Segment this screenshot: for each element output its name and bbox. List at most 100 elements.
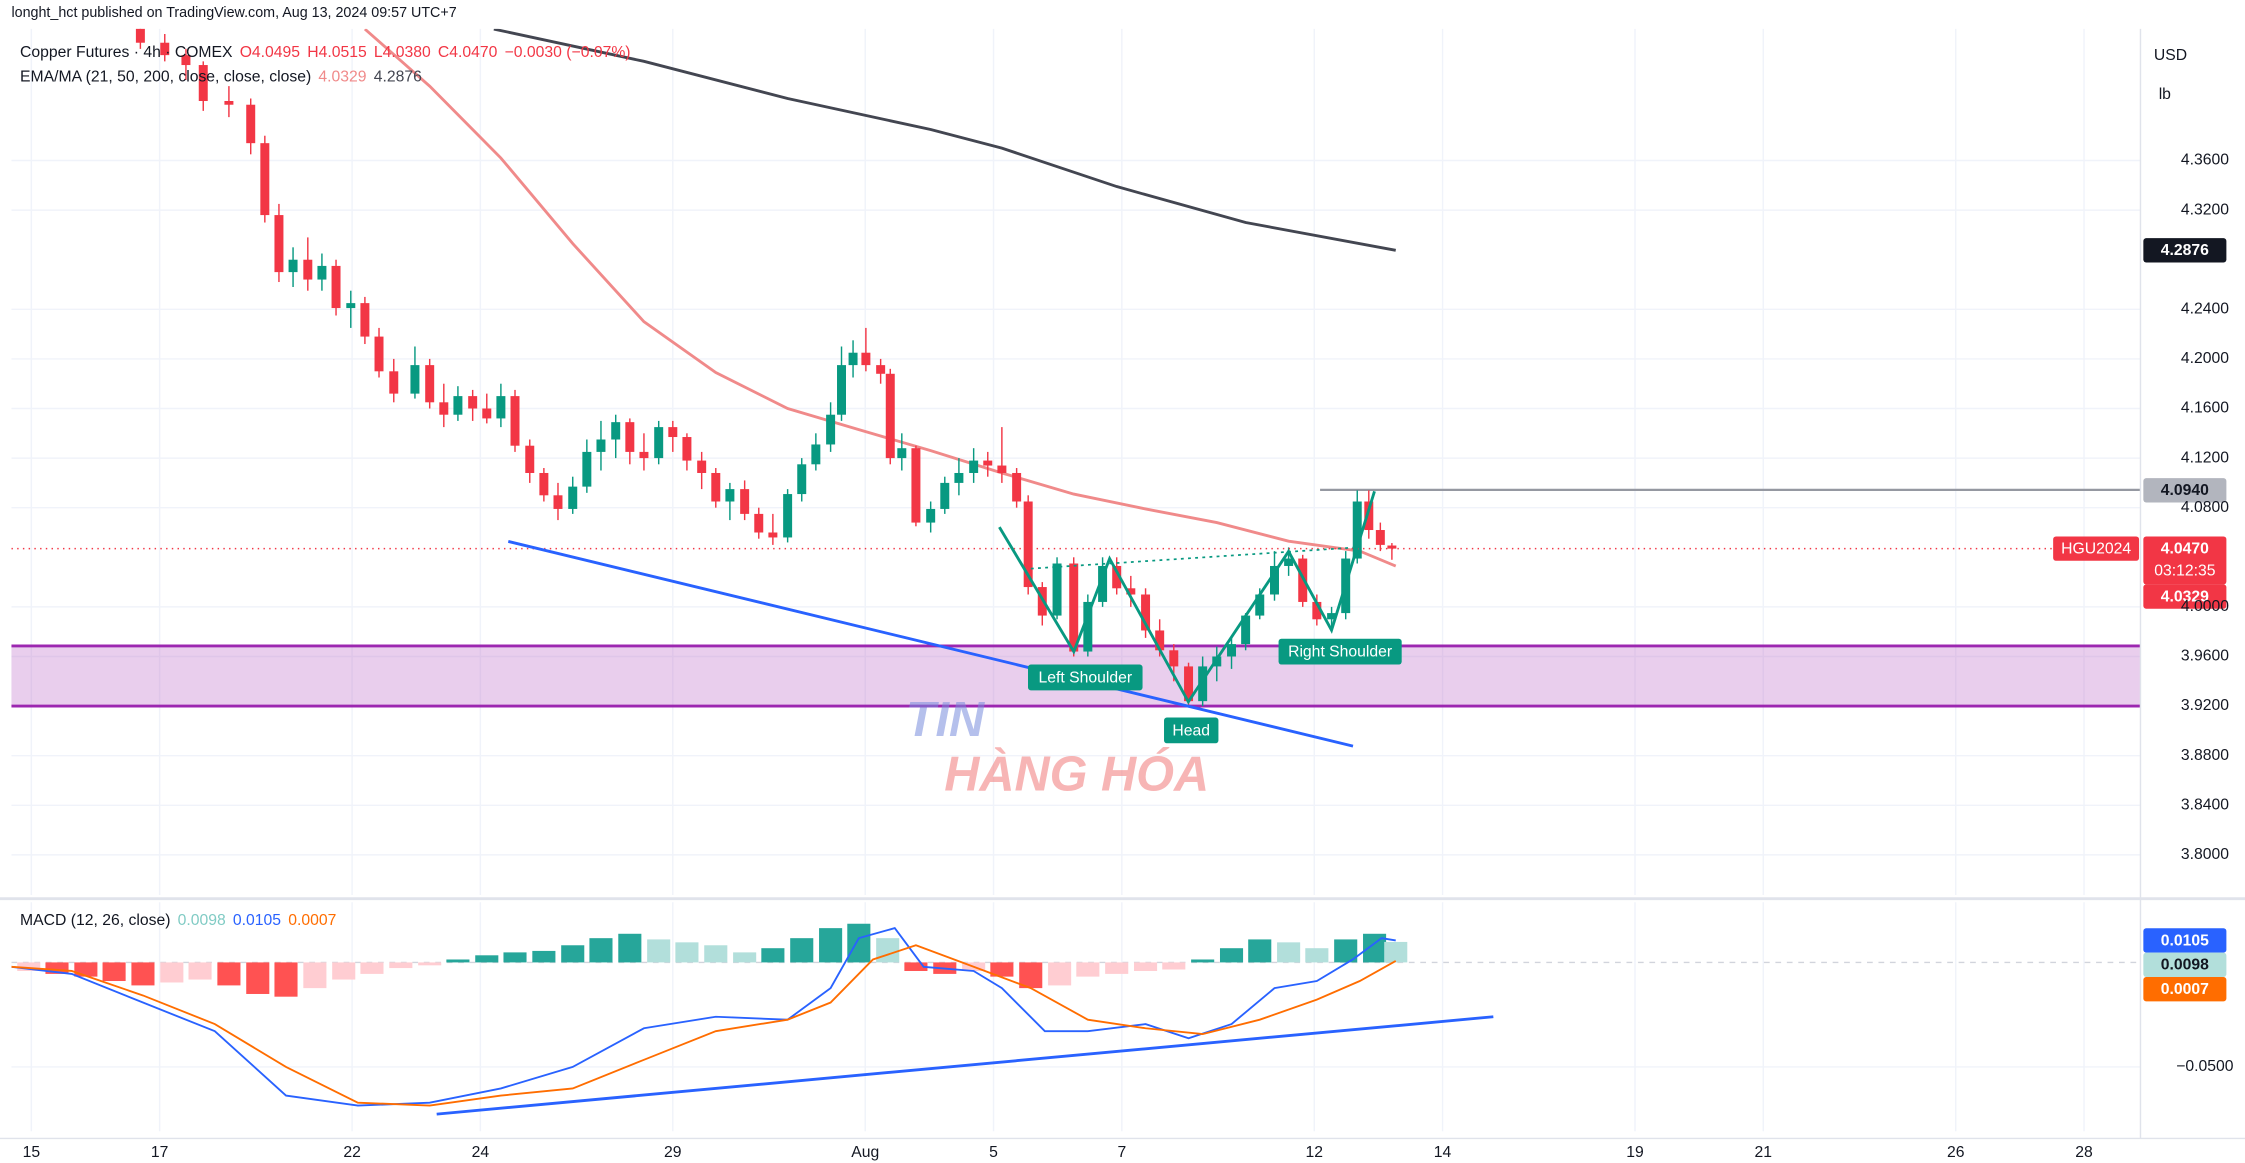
y-tick-label: 4.1200 xyxy=(2181,449,2229,466)
candle-body xyxy=(1198,666,1208,702)
legend-item: 4.0329 xyxy=(318,69,366,86)
candle-body xyxy=(425,365,435,403)
candle-body xyxy=(1312,601,1322,620)
annotation-box xyxy=(1028,664,1143,691)
x-tick-label: 28 xyxy=(2075,1144,2093,1161)
x-tick-label: 24 xyxy=(472,1144,490,1161)
badges: 4.2876 4.0940 4.0470 03:12:35 HGU2024 4.0329 0… xyxy=(2053,238,2227,1002)
y-tick-label: 4.0000 xyxy=(2181,598,2229,615)
y-tick-label: −0.0500 xyxy=(2176,1058,2234,1075)
candle-body xyxy=(954,472,964,483)
macd-line xyxy=(11,927,1396,1107)
histogram-bar xyxy=(274,962,298,997)
candle-body xyxy=(596,439,606,452)
x-tick-label: Aug xyxy=(851,1144,879,1161)
candle-body xyxy=(1052,563,1062,616)
price-badge xyxy=(2143,928,2227,953)
candle-body xyxy=(1270,565,1279,595)
candle-body xyxy=(668,427,678,438)
price-badge-label: 4.0329 xyxy=(2161,588,2209,605)
currency: USD xyxy=(2154,47,2187,64)
histogram-bar xyxy=(1105,962,1129,974)
x-tick-label: 22 xyxy=(343,1144,361,1161)
countdown: 03:12:35 xyxy=(2154,563,2215,580)
price-badge xyxy=(2143,584,2227,609)
legend-item: L4.0380 xyxy=(374,44,431,61)
macd-marks xyxy=(11,923,2141,1107)
histogram-bar xyxy=(589,938,613,963)
candle-body xyxy=(288,259,298,273)
x-tick-label: 21 xyxy=(1755,1144,1773,1161)
x-tick-label: 29 xyxy=(664,1144,682,1161)
price-badge-label: 0.0007 xyxy=(2161,981,2209,998)
legend-item: Copper Futures · 4h · COMEX xyxy=(20,44,233,61)
histogram-bar xyxy=(303,962,327,989)
candle-body xyxy=(1387,545,1397,549)
candle-body xyxy=(1375,530,1385,545)
legend-item: EMA/MA (21, 50, 200, close, close, close… xyxy=(20,69,311,86)
candle-body xyxy=(374,336,384,372)
candle-body xyxy=(453,396,463,415)
histogram-bar xyxy=(217,962,241,986)
histogram-bar xyxy=(704,945,728,963)
histogram-bar xyxy=(475,955,499,963)
y-tick-label: 4.1600 xyxy=(2181,400,2229,417)
histogram-bar xyxy=(761,948,785,963)
legend-item: MACD (12, 26, close) xyxy=(20,912,170,929)
histogram-bar xyxy=(790,938,814,963)
legend-item: 0.0098 xyxy=(178,912,226,929)
candle-body xyxy=(848,352,858,366)
price-badge xyxy=(2143,952,2227,977)
candle-body xyxy=(711,472,721,502)
price-badge-label: 4.0470 xyxy=(2161,540,2209,557)
candle-body xyxy=(1169,650,1179,667)
candle-body xyxy=(1227,644,1237,657)
histogram-bar xyxy=(1076,962,1100,977)
candle-body xyxy=(525,445,535,473)
candle-body xyxy=(1364,501,1374,531)
watermark: HÀNG HÓA xyxy=(944,748,1209,802)
price-badge xyxy=(2143,976,2227,1002)
candle-body xyxy=(1098,565,1108,602)
histogram-bar xyxy=(990,962,1014,977)
y-tick-label: 3.8800 xyxy=(2181,747,2229,764)
histogram-bar xyxy=(1162,962,1186,970)
candle-body xyxy=(754,513,764,533)
candle-body xyxy=(1112,565,1122,589)
histogram-bar xyxy=(1134,962,1158,971)
candle-body xyxy=(389,371,399,394)
histogram-bar xyxy=(1363,933,1387,963)
candle-body xyxy=(1141,594,1151,631)
histogram-bar xyxy=(332,962,356,980)
candle-body xyxy=(246,104,256,144)
y-tick-label: 4.2000 xyxy=(2181,350,2229,367)
candle-body xyxy=(639,451,649,459)
y-tick-label: 3.8400 xyxy=(2181,796,2229,813)
unit: lb xyxy=(2159,86,2171,103)
candle-body xyxy=(969,460,979,473)
y-tick-label: 3.9600 xyxy=(2181,648,2229,665)
histogram-bar xyxy=(1019,962,1043,989)
y-tick-label: 4.3600 xyxy=(2181,152,2229,169)
histogram-bar xyxy=(904,962,928,971)
candle-body xyxy=(160,42,170,56)
symbol: HGU2024 xyxy=(2061,540,2131,557)
candle-body xyxy=(303,259,313,280)
legend-item: −0.0030 (−0.07%) xyxy=(505,44,631,61)
x-tick-label: 17 xyxy=(151,1144,169,1161)
histogram-bar xyxy=(1305,948,1329,963)
histogram-bar xyxy=(1191,959,1215,963)
candle-body xyxy=(837,365,847,415)
histogram-bar xyxy=(188,962,212,980)
y-tick-label: 3.9200 xyxy=(2181,697,2229,714)
legend-item: 4.2876 xyxy=(374,69,422,86)
histogram-bar xyxy=(102,962,126,982)
candle-body xyxy=(797,464,807,495)
candle-body xyxy=(1012,472,1022,502)
candle-body xyxy=(1255,594,1265,616)
annotation: Right Shoulder xyxy=(1288,644,1392,661)
y-tick-label: 4.0800 xyxy=(2181,499,2229,516)
candle-body xyxy=(1083,601,1093,652)
histogram-bar xyxy=(847,923,871,963)
